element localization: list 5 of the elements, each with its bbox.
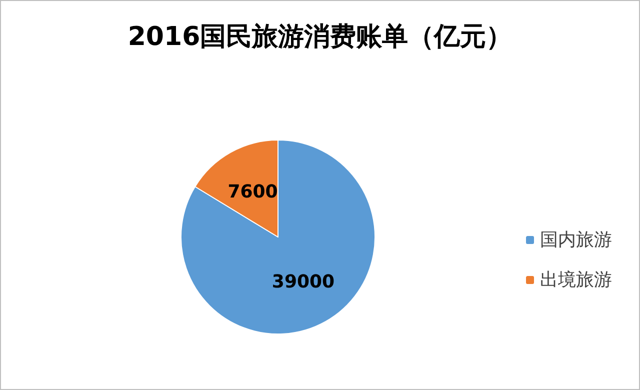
- data-label: 39000: [272, 271, 335, 292]
- chart-title: 2016国民旅游消费账单（亿元）: [128, 22, 512, 52]
- legend-label: 国内旅游: [540, 230, 612, 250]
- legend-label: 出境旅游: [540, 270, 612, 290]
- data-label: 7600: [228, 182, 278, 203]
